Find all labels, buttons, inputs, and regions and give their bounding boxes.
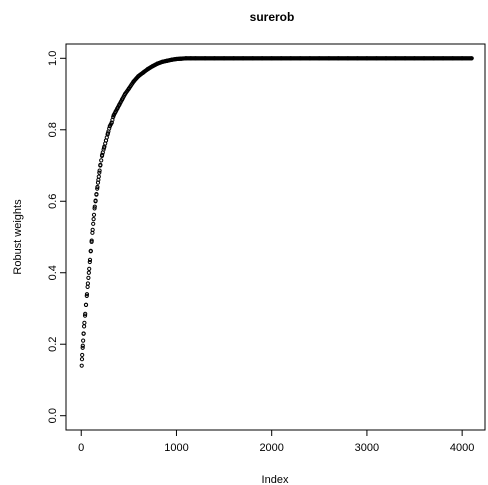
data-point	[99, 153, 105, 158]
data-point	[81, 324, 87, 329]
data-point	[95, 186, 100, 191]
y-tick-label: 0.4	[47, 265, 59, 280]
y-axis-label: Robust weights	[12, 199, 24, 275]
data-point	[85, 281, 91, 286]
data-point	[93, 198, 98, 203]
data-point	[80, 343, 85, 348]
y-tick-label: 1.0	[47, 51, 59, 66]
x-tick-label: 0	[78, 442, 84, 454]
data-point	[91, 221, 96, 226]
data-point	[99, 158, 104, 163]
data-point	[86, 275, 91, 280]
data-point	[83, 311, 88, 316]
data-point	[95, 180, 101, 185]
data-point	[87, 259, 92, 265]
chart-title: surerob	[250, 10, 295, 24]
x-tick-label: 2000	[259, 442, 283, 454]
x-axis: 0 1000 2000 3000 4000	[78, 429, 474, 454]
data-point	[79, 357, 85, 362]
data-point	[111, 114, 116, 120]
y-tick-label: 0.6	[47, 194, 59, 209]
y-tick-label: 0.0	[47, 408, 59, 423]
data-point	[84, 293, 89, 298]
data-point	[91, 212, 97, 217]
data-point	[82, 320, 87, 325]
data-point	[81, 338, 86, 343]
data-point	[88, 248, 93, 253]
data-point	[85, 284, 90, 289]
data-point	[87, 257, 93, 262]
data-point	[80, 345, 85, 350]
data-point	[89, 239, 94, 244]
data-points	[79, 56, 474, 368]
data-point	[97, 170, 102, 175]
data-point	[84, 292, 90, 297]
data-point	[94, 192, 99, 197]
data-point	[86, 270, 91, 275]
data-point	[91, 217, 96, 222]
data-point	[97, 168, 102, 173]
x-tick-label: 3000	[355, 442, 379, 454]
data-point	[83, 302, 89, 307]
x-tick-label: 1000	[164, 442, 188, 454]
y-axis: 0.0 0.2 0.4 0.6 0.8 1.0	[47, 51, 67, 423]
plot-frame	[65, 43, 486, 431]
data-point	[92, 204, 97, 209]
data-point	[98, 162, 103, 167]
data-point	[96, 174, 101, 179]
data-point	[81, 331, 86, 336]
data-point	[79, 363, 84, 368]
x-axis-label: Index	[262, 474, 289, 485]
y-tick-label: 0.2	[47, 337, 59, 352]
y-tick-label: 0.8	[47, 122, 59, 137]
x-tick-label: 4000	[450, 442, 474, 454]
data-point	[90, 230, 95, 235]
data-point	[87, 266, 92, 271]
data-point	[92, 206, 97, 211]
data-point	[469, 56, 474, 61]
data-point	[95, 184, 100, 190]
data-point	[80, 352, 85, 358]
data-point	[82, 313, 88, 318]
